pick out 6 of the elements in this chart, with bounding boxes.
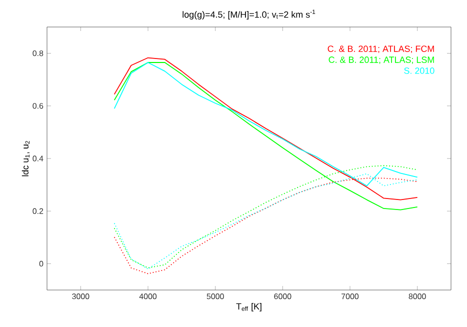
text: C. & B. 2011; ATLAS; FCM [328,46,434,54]
chart-title: log(g)=4.5; [M/H]=1.0; v$_{t}$=2 km s$^{-1}$ [182,10,316,20]
y-axis-title: ldc u$_{1}$, u$_{2}$ [22,141,30,176]
text: C. & B. 2011; ATLAS; LSM [328,56,434,64]
text: S. 2010 [404,68,434,74]
x-axis-title: T$_{eff}$ [K] [236,303,262,312]
